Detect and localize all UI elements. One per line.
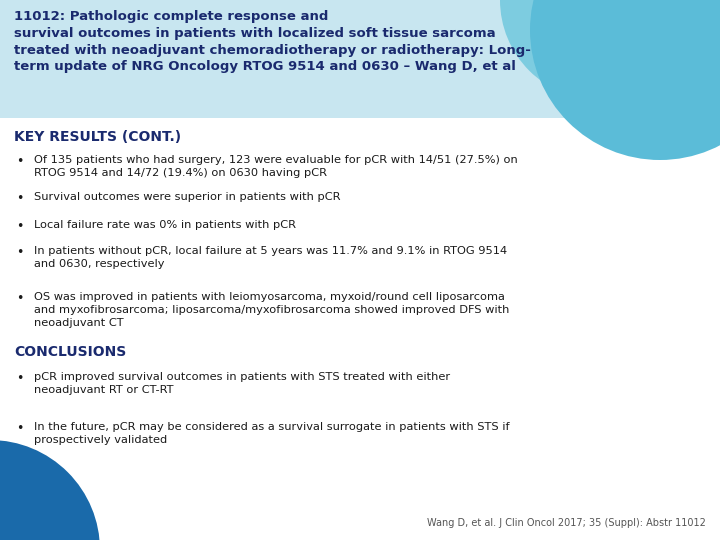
Text: OS was improved in patients with leiomyosarcoma, myxoid/round cell liposarcoma
a: OS was improved in patients with leiomyo… <box>34 292 509 328</box>
Text: In patients without pCR, local failure at 5 years was 11.7% and 9.1% in RTOG 951: In patients without pCR, local failure a… <box>34 246 507 269</box>
Text: CONCLUSIONS: CONCLUSIONS <box>14 345 126 359</box>
Text: In the future, pCR may be considered as a survival surrogate in patients with ST: In the future, pCR may be considered as … <box>34 422 510 445</box>
FancyBboxPatch shape <box>0 0 720 118</box>
Text: Survival outcomes were superior in patients with pCR: Survival outcomes were superior in patie… <box>34 192 341 202</box>
Text: KEY RESULTS (CONT.): KEY RESULTS (CONT.) <box>14 130 181 144</box>
Text: •: • <box>16 246 23 259</box>
Text: •: • <box>16 292 23 305</box>
Text: Of 135 patients who had surgery, 123 were evaluable for pCR with 14/51 (27.5%) o: Of 135 patients who had surgery, 123 wer… <box>34 155 518 178</box>
Text: •: • <box>16 155 23 168</box>
Ellipse shape <box>500 0 700 100</box>
Text: 11012: Pathologic complete response and
survival outcomes in patients with local: 11012: Pathologic complete response and … <box>14 10 531 73</box>
Text: •: • <box>16 422 23 435</box>
Text: •: • <box>16 220 23 233</box>
Text: Wang D, et al. J Clin Oncol 2017; 35 (Suppl): Abstr 11012: Wang D, et al. J Clin Oncol 2017; 35 (Su… <box>427 518 706 528</box>
Ellipse shape <box>0 440 100 540</box>
Ellipse shape <box>530 0 720 160</box>
Text: pCR improved survival outcomes in patients with STS treated with either
neoadjuv: pCR improved survival outcomes in patien… <box>34 372 450 395</box>
Text: Local failure rate was 0% in patients with pCR: Local failure rate was 0% in patients wi… <box>34 220 296 230</box>
Text: •: • <box>16 192 23 205</box>
Text: •: • <box>16 372 23 385</box>
